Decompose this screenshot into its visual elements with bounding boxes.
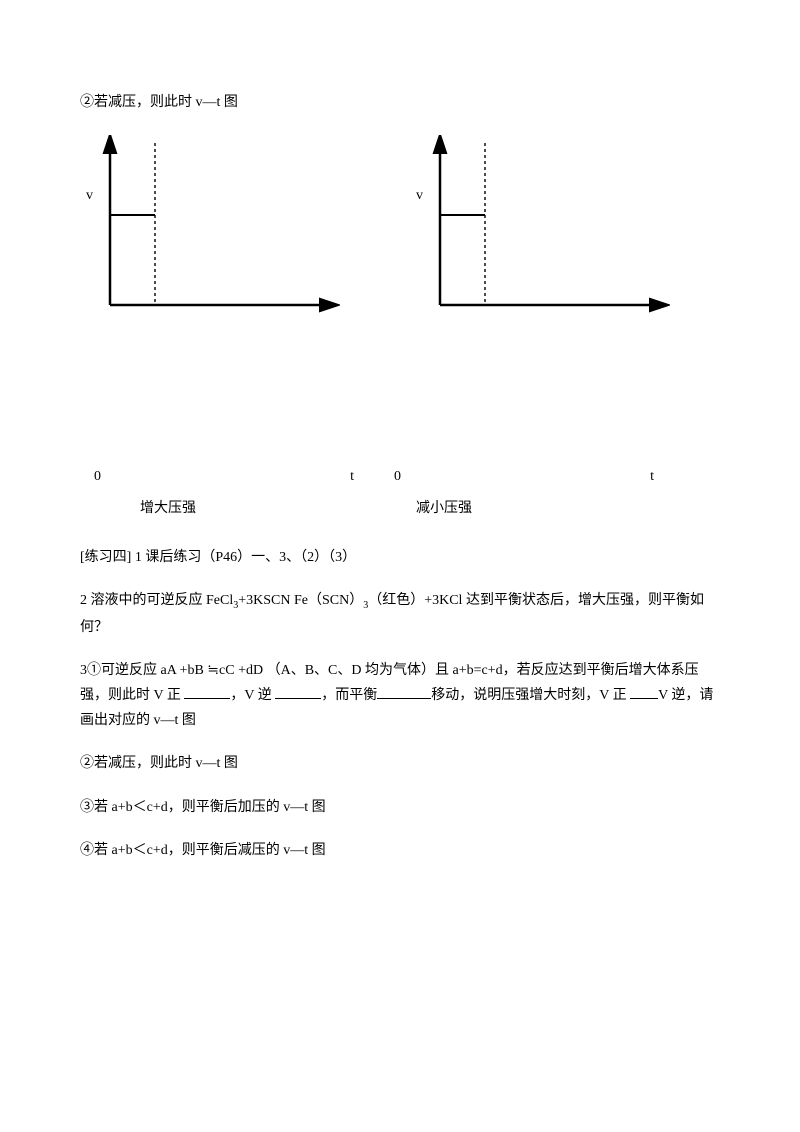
question-3-1: 3①可逆反应 aA +bB ≒cC +dD （A、B、C、D 均为气体）且 a+…	[80, 658, 720, 734]
caption-left: 增大压强	[140, 496, 196, 521]
chart1-origin-label: 0	[94, 464, 101, 489]
charts-row: v v	[80, 135, 720, 324]
vt-chart-left	[80, 135, 340, 315]
chart2-origin-label: 0	[394, 464, 401, 489]
line-decompress: ②若减压，则此时 v—t 图	[80, 90, 720, 115]
question-3-4: ④若 a+b＜c+d，则平衡后减压的 v—t 图	[80, 838, 720, 863]
question-2: 2 溶液中的可逆反应 FeCl3+3KSCN Fe（SCN）3（红色）+3KCl…	[80, 588, 720, 640]
exercise-header: [练习四] 1 课后练习（P46）一、3、（2）（3）	[80, 545, 720, 570]
q2-text-b: +3KSCN Fe（SCN）	[238, 593, 363, 608]
question-3-3: ③若 a+b＜c+d，则平衡后加压的 v—t 图	[80, 795, 720, 820]
chart-left-v-label: v	[86, 183, 93, 208]
question-3-2: ②若减压，则此时 v—t 图	[80, 751, 720, 776]
blank-2	[275, 684, 321, 699]
caption-right: 减小压强	[416, 496, 472, 521]
chart2-t-label: t	[650, 464, 654, 489]
q2-text-a: 2 溶液中的可逆反应 FeCl	[80, 593, 233, 608]
axis-labels-row: 0 t 0 t	[80, 464, 720, 489]
blank-3	[377, 684, 431, 699]
blank-1	[184, 684, 230, 699]
chart-right: v	[410, 135, 670, 324]
q3-text-b: ，V 逆	[230, 688, 275, 703]
caption-row: 增大压强 减小压强	[80, 496, 720, 521]
q3-text-d: 移动，说明压强增大时刻，V 正	[431, 688, 630, 703]
chart-left: v	[80, 135, 340, 324]
chart-right-v-label: v	[416, 183, 423, 208]
vt-chart-right	[410, 135, 670, 315]
q3-text-c: ，而平衡	[321, 688, 377, 703]
chart1-t-label: t	[350, 464, 354, 489]
blank-4	[630, 684, 658, 699]
